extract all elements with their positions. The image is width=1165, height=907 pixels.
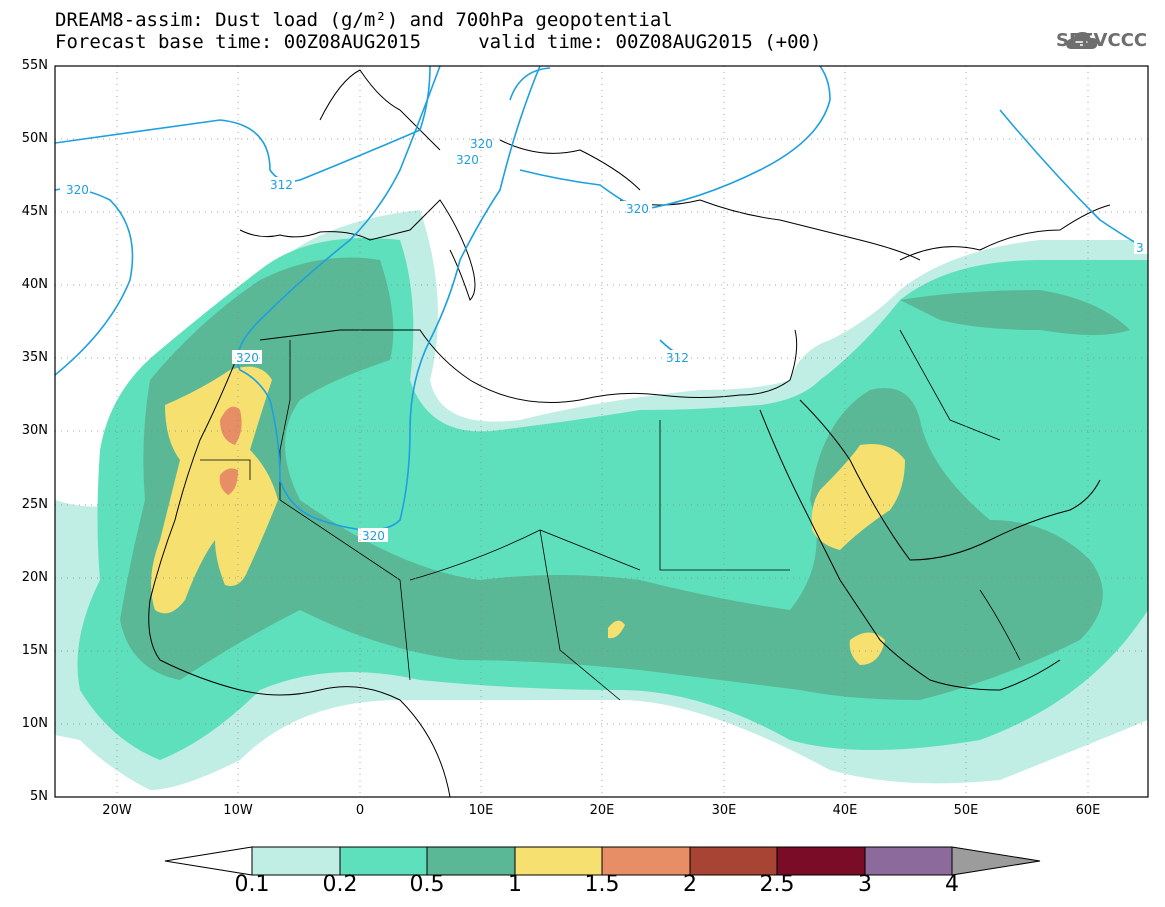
lon-label-30E: 30E <box>711 803 737 818</box>
colorbar-swatch-6 <box>776 846 866 876</box>
lon-label-20W: 20W <box>102 803 132 818</box>
colorbar-low-arrow <box>164 846 253 876</box>
contour-label-7: 320 <box>362 529 385 543</box>
colorbar-label-1.5: 1.5 <box>584 872 620 897</box>
lon-label-20E: 20E <box>589 803 615 818</box>
dust-layer-0.5 <box>120 257 1103 700</box>
dust-layer-0.5-east <box>900 290 1130 335</box>
contour-label-1: 312 <box>270 178 293 192</box>
lat-label-10N: 10N <box>21 716 48 731</box>
lon-label-50E: 50E <box>953 803 979 818</box>
lat-label-55N: 55N <box>21 58 48 73</box>
colorbar-swatch-5 <box>689 846 778 876</box>
lon-label-0: 0 <box>355 803 365 818</box>
colorbar-label-3: 3 <box>858 872 872 897</box>
lon-label-60E: 60E <box>1075 803 1101 818</box>
colorbar-label-0.1: 0.1 <box>234 872 270 897</box>
contour-label-2: 320 <box>470 137 493 151</box>
dust-layer-1-spot <box>608 620 625 639</box>
colorbar-swatch-2 <box>426 846 516 876</box>
contour-label-8: 3 <box>1136 241 1144 255</box>
lat-label-20N: 20N <box>21 570 48 585</box>
grid-lines <box>55 66 1148 797</box>
dust-field <box>55 66 1148 797</box>
map-frame <box>54 65 1149 798</box>
dust-layer-1.5-b <box>219 468 238 495</box>
map-title-line-2: Forecast base time: 00Z08AUG2015 valid t… <box>55 31 822 53</box>
contour-label-6: 312 <box>666 351 689 365</box>
lon-label-40E: 40E <box>832 803 858 818</box>
lat-label-5N: 5N <box>30 789 48 804</box>
lat-label-40N: 40N <box>21 277 48 292</box>
colorbar-label-1: 1 <box>508 872 522 897</box>
colorbar-swatch-4 <box>601 846 691 876</box>
colorbar-swatch-3 <box>514 846 603 876</box>
lat-label-15N: 15N <box>21 643 48 658</box>
colorbar-label-4: 4 <box>945 872 959 897</box>
colorbar-label-0.2: 0.2 <box>322 872 358 897</box>
colorbar-swatch-1 <box>339 846 428 876</box>
lat-label-30N: 30N <box>21 423 48 438</box>
coastlines <box>148 69 1111 797</box>
lat-label-50N: 50N <box>21 131 48 146</box>
dust-layer-1-west <box>151 366 278 614</box>
dust-layer-1-horn <box>849 632 885 665</box>
logo-text: SEEVCCC <box>1056 30 1148 51</box>
colorbar-swatch-7 <box>864 846 953 876</box>
colorbar-swatch-0 <box>251 846 341 876</box>
contour-labels: 320 312 320 320 320 320 312 320 3 <box>60 136 1148 543</box>
contour-label-0: 320 <box>66 183 89 197</box>
lat-label-35N: 35N <box>21 350 48 365</box>
lon-label-10W: 10W <box>223 803 253 818</box>
colorbar <box>164 846 1041 876</box>
lat-label-25N: 25N <box>21 497 48 512</box>
colorbar-high-arrow <box>951 846 1041 876</box>
colorbar-label-0.5: 0.5 <box>409 872 445 897</box>
colorbar-label-2.5: 2.5 <box>759 872 795 897</box>
contour-label-4: 320 <box>626 202 649 216</box>
dust-layer-1-east <box>811 444 905 550</box>
cloud-icon <box>1066 32 1098 49</box>
contour-label-3: 320 <box>456 153 479 167</box>
lat-label-45N: 45N <box>21 204 48 219</box>
map-title-line-1: DREAM8-assim: Dust load (g/m²) and 700hP… <box>55 9 673 31</box>
dust-layer-1.5-a <box>220 406 242 445</box>
colorbar-label-2: 2 <box>683 872 697 897</box>
lon-label-10E: 10E <box>468 803 494 818</box>
